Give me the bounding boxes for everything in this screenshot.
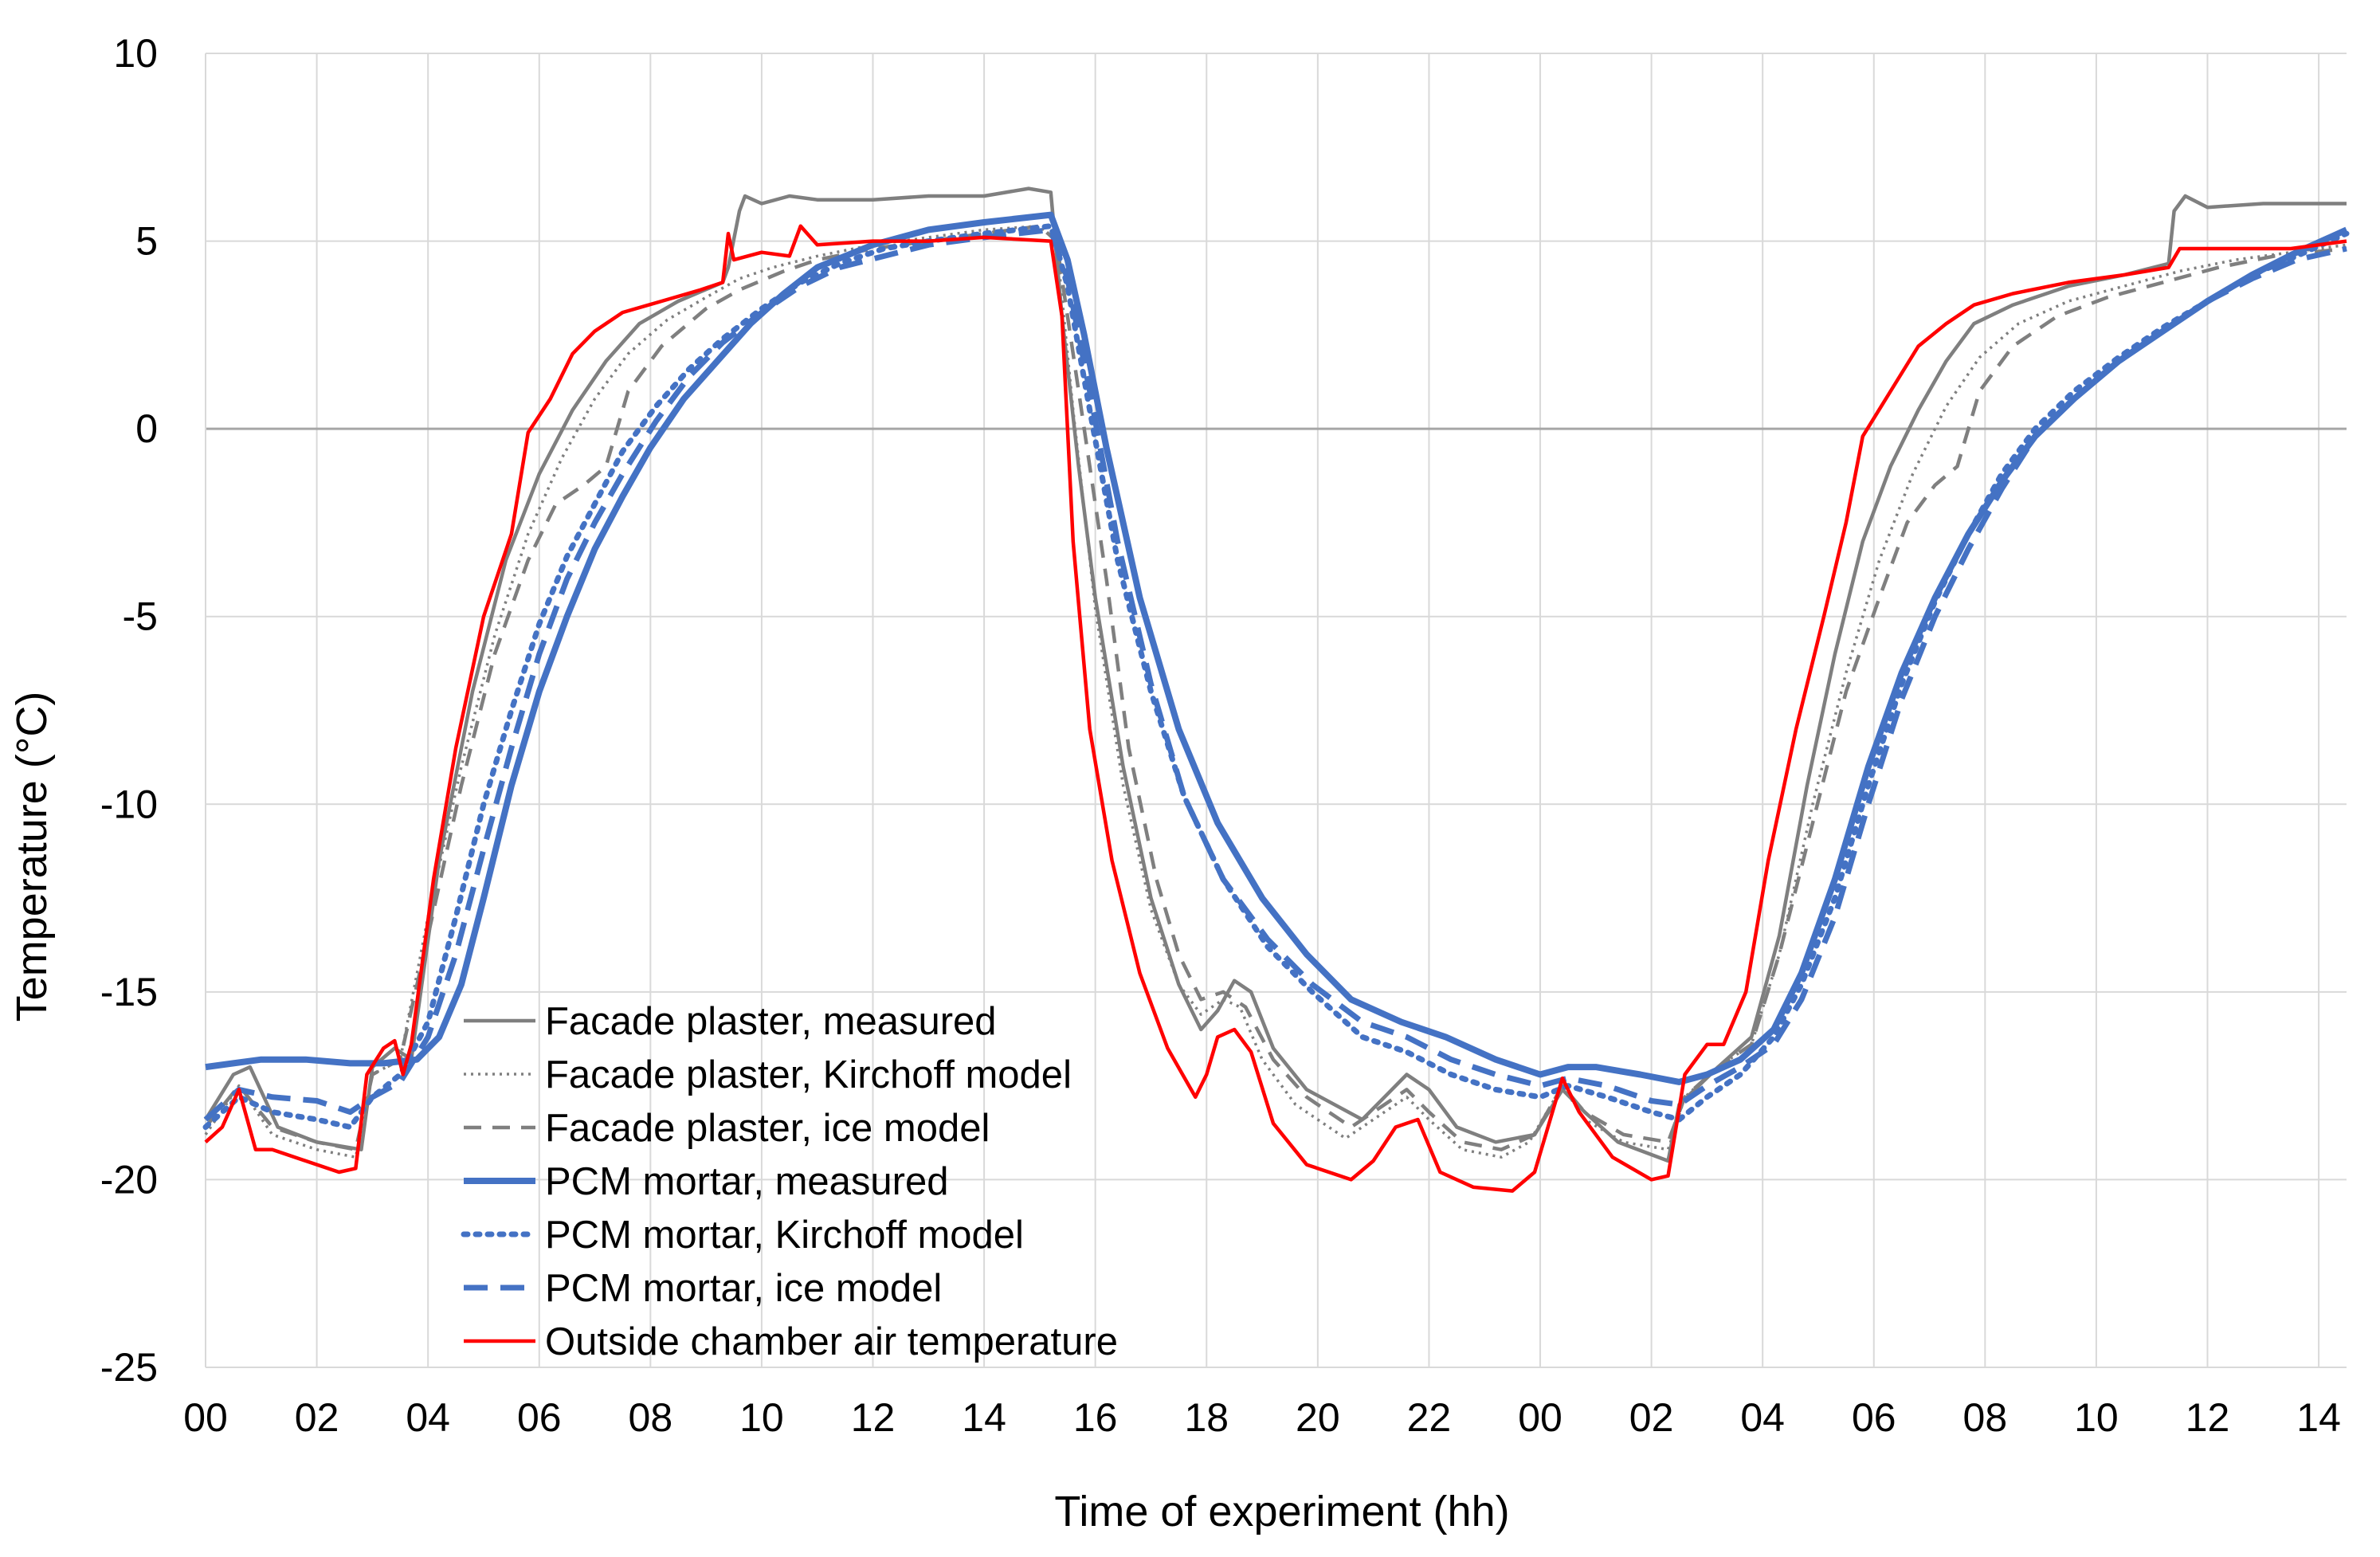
legend-label: Facade plaster, Kirchoff model: [545, 1053, 1072, 1096]
gridlines: [205, 53, 2347, 1368]
x-tick-label: 00: [1518, 1395, 1562, 1440]
y-tick-label: -5: [123, 594, 158, 639]
series-line: [204, 224, 2347, 1151]
x-tick-label: 12: [851, 1395, 896, 1440]
series-line: [204, 224, 2347, 1159]
x-tick-label: 14: [962, 1395, 1006, 1440]
x-tick-label: 00: [183, 1395, 228, 1440]
y-tick-label: -15: [100, 970, 158, 1014]
x-tick-label: 16: [1073, 1395, 1118, 1440]
x-tick-label: 04: [1740, 1395, 1785, 1440]
legend-label: Facade plaster, measured: [545, 1000, 997, 1043]
legend: Facade plaster, measured Facade plaster, …: [461, 1000, 1118, 1363]
x-tick-label: 02: [1629, 1395, 1674, 1440]
x-axis-title: Time of experiment (hh): [1054, 1488, 1509, 1535]
x-tick-label: 20: [1296, 1395, 1340, 1440]
y-tick-label: 5: [135, 219, 158, 264]
series-group: [202, 186, 2350, 1193]
legend-label: PCM mortar, Kirchoff model: [545, 1214, 1024, 1257]
y-tick-label: 10: [113, 31, 158, 76]
x-tick-label: 18: [1184, 1395, 1229, 1440]
legend-label: PCM mortar, ice model: [545, 1267, 942, 1310]
x-tick-label: 10: [739, 1395, 784, 1440]
x-tick-label: 06: [1852, 1395, 1896, 1440]
y-tick-labels: 10 5 0 -5 -10 -15 -20 -25: [100, 31, 158, 1390]
x-tick-label: 04: [406, 1395, 450, 1440]
axis-frame: [205, 53, 2347, 1368]
legend-label: PCM mortar, measured: [545, 1160, 949, 1203]
x-tick-label: 02: [295, 1395, 339, 1440]
x-tick-labels: 00 02 04 06 08 10 12 14 16 18 20 22 00 02 04 06 08 10 12 14: [183, 1395, 2341, 1440]
x-tick-label: 14: [2296, 1395, 2341, 1440]
series-line: [204, 186, 2347, 1163]
y-tick-label: -25: [100, 1345, 158, 1390]
x-tick-label: 08: [629, 1395, 673, 1440]
series-line: [203, 226, 2347, 1122]
legend-label: Facade plaster, ice model: [545, 1107, 990, 1150]
x-tick-label: 10: [2074, 1395, 2119, 1440]
legend-label: Outside chamber air temperature: [545, 1320, 1118, 1363]
y-tick-label: -20: [100, 1157, 158, 1202]
series-line: [204, 224, 2347, 1193]
x-tick-label: 06: [517, 1395, 562, 1440]
x-tick-label: 08: [1963, 1395, 2008, 1440]
y-tick-label: -10: [100, 782, 158, 826]
y-tick-label: 0: [135, 406, 158, 451]
x-tick-label: 12: [2186, 1395, 2230, 1440]
y-axis-title: Temperature (°C): [8, 692, 56, 1022]
x-tick-label: 22: [1407, 1395, 1452, 1440]
series-line: [205, 211, 2348, 1085]
